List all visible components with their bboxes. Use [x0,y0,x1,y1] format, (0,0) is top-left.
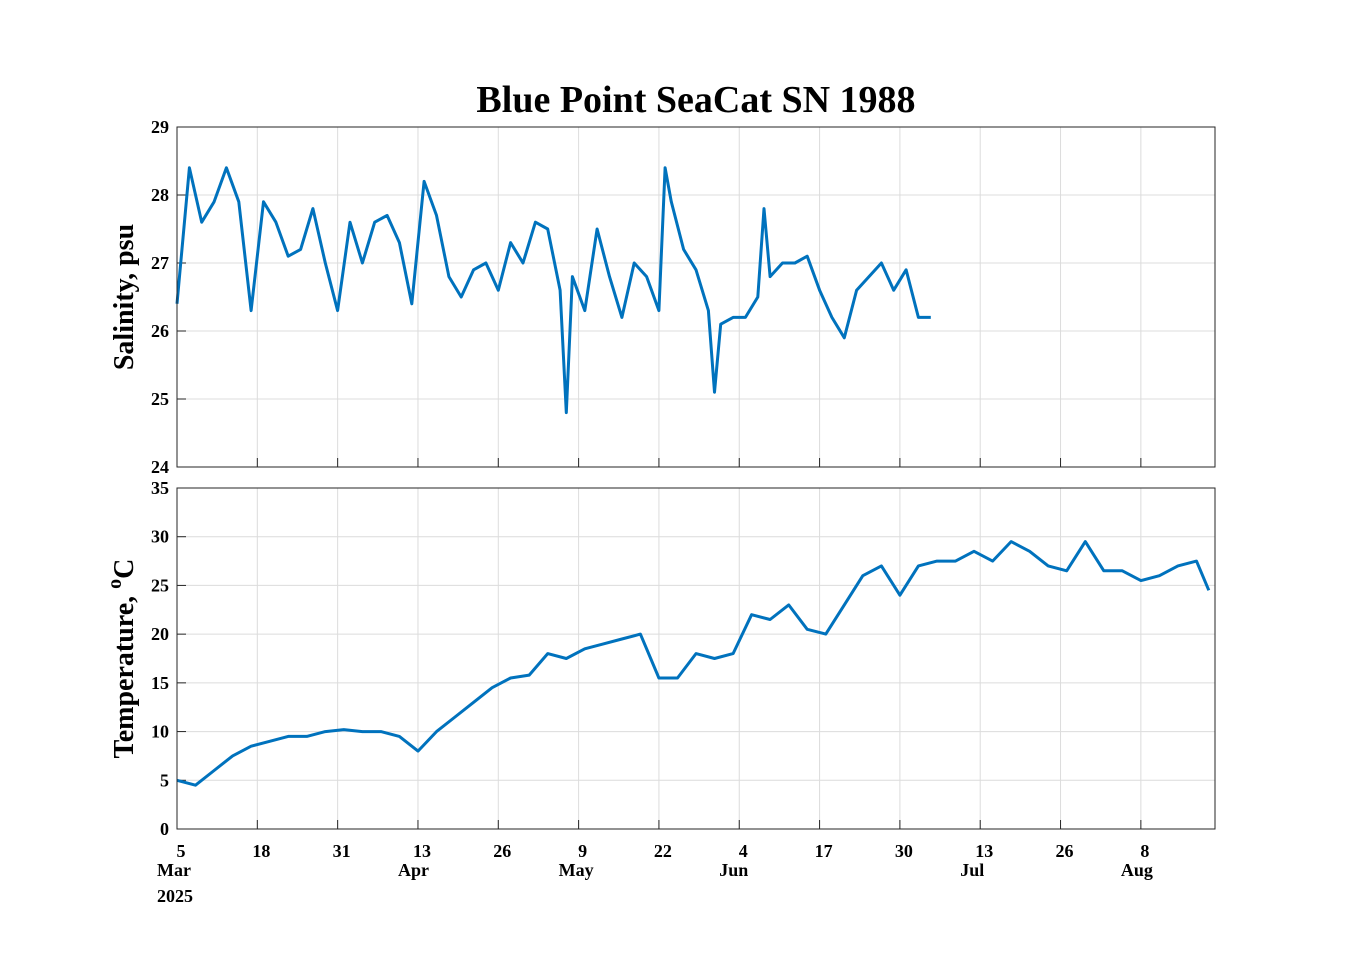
x-tick-label: 5 [177,841,186,861]
x-tick-label: 18 [252,841,270,861]
axes-box [176,126,1216,468]
y-tick-label: 24 [151,457,169,477]
plot-area [177,127,1215,467]
x-month-label: Jul [960,860,984,880]
y-tick-label: 25 [151,575,169,595]
y-tick-label: 10 [151,722,169,742]
x-tick-label: 13 [413,841,431,861]
x-tick-label: 13 [975,841,993,861]
x-tick-label: 9 [578,841,587,861]
y-tick-label: 5 [160,770,169,790]
y-tick-label: 29 [151,117,169,137]
y-axis-label-text: Salinity, psu [109,224,140,370]
x-tick-label: 26 [1056,841,1074,861]
x-tick-label: 8 [1140,841,1149,861]
x-month-label: Jun [719,860,748,880]
y-axis-label: Salinity, psu [109,224,140,370]
chart-title: Blue Point SeaCat SN 1988 [476,79,915,121]
y-axis-label-unit: C [109,559,140,579]
x-month-label: Mar [157,860,191,880]
y-tick-label: 35 [151,478,169,498]
y-tick-label: 0 [160,819,169,839]
y-axis-label-sup: o [104,579,126,589]
x-year-label: 2025 [157,886,193,906]
x-month-label: May [559,860,594,880]
x-month-label: Aug [1121,860,1153,880]
x-month-label: Apr [398,860,429,880]
y-tick-label: 28 [151,185,169,205]
y-tick-label: 15 [151,673,169,693]
y-axis-label-text: Temperature, [109,589,140,759]
y-tick-label: 26 [151,321,169,341]
y-tick-label: 30 [151,527,169,547]
axes-box [176,487,1216,830]
x-tick-label: 31 [333,841,351,861]
x-tick-label: 30 [895,841,913,861]
y-tick-label: 20 [151,624,169,644]
x-tick-label: 22 [654,841,672,861]
y-tick-label: 25 [151,389,169,409]
data-line [175,166,931,415]
x-tick-label: 4 [739,841,748,861]
x-tick-label: 26 [493,841,511,861]
plot-area [177,488,1215,829]
y-tick-label: 27 [151,253,169,273]
data-line [176,540,1211,787]
x-tick-label: 17 [815,841,833,861]
y-axis-label: Temperature, oC [104,559,140,759]
